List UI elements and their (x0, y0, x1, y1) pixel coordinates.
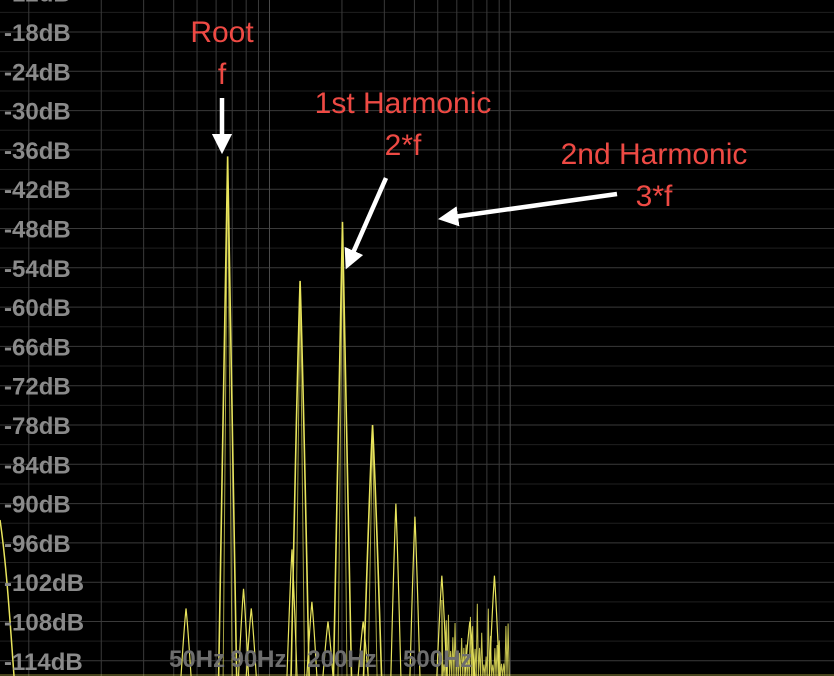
y-tick-label: -60dB (4, 295, 71, 322)
y-tick-label: -96dB (4, 531, 71, 558)
spectrum-peak (219, 156, 237, 676)
annotation-formula: 3*f (636, 180, 673, 213)
x-axis-labels: 50Hz 90Hz 200Hz 500Hz (169, 646, 472, 673)
annotation-first-harmonic: 1st Harmonic 2*f (315, 87, 492, 262)
spectrum-peak (333, 222, 351, 676)
spectrum-peak (291, 281, 309, 676)
spectrum-trace (0, 156, 834, 676)
annotation-title: 2nd Harmonic (561, 138, 748, 171)
y-tick-label: -72dB (4, 374, 71, 401)
spectrum-peak-inner (223, 162, 232, 676)
annotations: Root f 1st Harmonic 2*f 2nd Harmonic 3*f (190, 16, 747, 262)
x-tick-label: 90Hz (230, 646, 286, 673)
annotation-title: 1st Harmonic (315, 87, 492, 120)
y-tick-label: -36dB (4, 138, 71, 165)
y-tick-label: -48dB (4, 217, 71, 244)
y-tick-label: -90dB (4, 492, 71, 519)
spectrum-peak-inner (368, 431, 377, 676)
spectrum-peak (364, 425, 382, 676)
y-tick-label: -84dB (4, 452, 71, 479)
annotation-title: Root (190, 16, 254, 49)
annotation-formula: 2*f (385, 129, 422, 162)
y-tick-label: -78dB (4, 413, 71, 440)
y-tick-label: -108dB (4, 610, 84, 637)
annotation-formula: f (218, 58, 227, 91)
arrow-icon (446, 194, 617, 218)
y-tick-label: -66dB (4, 334, 71, 361)
y-tick-label: -30dB (4, 99, 71, 126)
y-tick-label: -102dB (4, 570, 84, 597)
spectrum-peak (391, 504, 401, 676)
spectrum-peak-inner (338, 228, 347, 676)
y-tick-label: -42dB (4, 177, 71, 204)
y-axis-labels: -12dB -18dB -24dB -30dB -36dB -42dB -48dB -54dB… (4, 0, 84, 676)
arrow-icon (349, 178, 386, 262)
y-tick-label: -54dB (4, 256, 71, 283)
y-tick-label: -12dB (4, 0, 71, 8)
x-tick-label: 200Hz (307, 646, 376, 673)
spectrum-peak-inner (296, 287, 305, 676)
y-tick-label: -18dB (4, 20, 71, 47)
y-tick-label: -114dB (4, 649, 83, 676)
annotation-root: Root f (190, 16, 254, 146)
noise-cluster (473, 604, 509, 676)
x-tick-label: 500Hz (403, 646, 472, 673)
y-tick-label: -24dB (4, 59, 71, 86)
x-tick-label: 50Hz (169, 646, 225, 673)
